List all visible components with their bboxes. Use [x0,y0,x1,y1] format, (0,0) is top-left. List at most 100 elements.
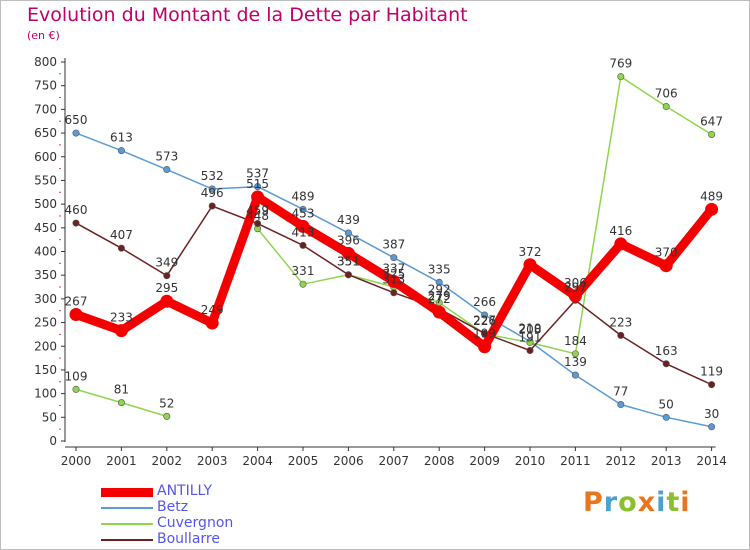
y-tick-label: 500 [34,197,57,211]
x-tick-label: 2009 [469,454,500,468]
legend-swatch [101,539,153,541]
data-point-cuvergnon [526,338,534,346]
data-label-antilly: 396 [337,233,360,247]
data-point-antilly [432,305,446,319]
data-label-betz: 489 [292,189,315,203]
data-label-antilly: 370 [655,246,678,260]
data-label-antilly: 295 [155,281,178,295]
data-label-cuvergnon: 226 [473,314,496,328]
data-label-cuvergnon: 448 [246,209,269,223]
data-label-cuvergnon: 81 [114,383,129,397]
data-label-betz: 266 [473,295,496,309]
data-label-boullarre: 297 [564,280,587,294]
data-point-antilly [296,219,310,233]
data-label-betz: 387 [382,238,405,252]
data-label-betz: 335 [428,262,451,276]
data-label-boullarre: 349 [155,256,178,270]
logo-letter: i [656,487,667,518]
x-tick-label: 2006 [333,454,364,468]
data-point-betz [390,254,398,262]
data-label-boullarre: 459 [246,204,269,218]
data-point-betz [708,423,716,431]
data-label-antilly: 272 [428,292,451,306]
data-point-antilly [69,308,83,322]
x-tick-label: 2010 [515,454,546,468]
data-point-boullarre [208,202,216,210]
data-point-antilly [659,259,673,273]
data-label-cuvergnon: 325 [382,267,405,281]
data-label-cuvergnon: 331 [292,264,315,278]
data-label-antilly: 249 [201,303,224,317]
x-tick-label: 2004 [242,454,273,468]
proxiti-logo: Proxiti [583,487,691,518]
legend-item-betz: Betz [101,499,401,516]
y-tick-label: 50 [42,410,57,424]
data-point-boullarre [526,347,534,355]
x-tick-label: 2007 [379,454,410,468]
y-tick-label: 250 [34,316,57,330]
y-tick-label: 700 [34,102,57,116]
data-label-betz: 650 [65,113,88,127]
data-point-boullarre [390,289,398,297]
data-point-boullarre [299,241,307,249]
data-point-betz [481,311,489,319]
data-label-betz: 439 [337,213,360,227]
x-tick-label: 2001 [106,454,137,468]
y-tick-label: 550 [34,173,57,187]
data-point-antilly [160,294,174,308]
data-label-betz: 537 [246,167,269,181]
data-label-cuvergnon: 706 [655,87,678,101]
y-tick-label: 650 [34,126,57,140]
x-tick-label: 2012 [606,454,637,468]
data-label-boullarre: 351 [337,255,360,269]
data-label-antilly: 489 [700,189,723,203]
x-tick-label: 2008 [424,454,455,468]
data-point-cuvergnon [662,103,670,111]
data-point-cuvergnon [117,399,125,407]
data-label-boullarre: 279 [428,289,451,303]
data-point-boullarre [617,331,625,339]
y-tick-label: 0 [49,434,57,448]
data-point-cuvergnon [617,73,625,81]
data-label-boullarre: 413 [292,225,315,239]
y-tick-label: 150 [34,363,57,377]
data-label-boullarre: 191 [519,331,542,345]
data-label-boullarre: 407 [110,228,133,242]
data-point-betz [617,401,625,409]
data-label-cuvergnon: 769 [609,57,632,71]
y-tick-label: 100 [34,387,57,401]
data-point-boullarre [117,244,125,252]
y-tick-label: 450 [34,221,57,235]
data-point-antilly [205,316,219,330]
data-label-betz: 573 [155,150,178,164]
data-label-cuvergnon: 109 [65,369,88,383]
data-label-betz: 30 [704,407,719,421]
data-label-boullarre: 163 [655,344,678,358]
data-label-boullarre: 460 [65,203,88,217]
data-label-boullarre: 227 [473,313,496,327]
data-label-betz: 50 [659,397,674,411]
x-tick-label: 2011 [560,454,591,468]
data-point-boullarre [344,271,352,279]
data-label-antilly: 267 [65,295,88,309]
y-tick-label: 400 [34,245,57,259]
data-label-antilly: 337 [382,261,405,275]
data-label-cuvergnon: 351 [337,255,360,269]
data-label-antilly: 453 [292,206,315,220]
data-point-betz [662,413,670,421]
data-point-boullarre [662,360,670,368]
legend-label: Betz [157,499,189,515]
data-point-cuvergnon [163,412,171,420]
data-label-antilly: 515 [246,177,269,191]
data-point-betz [72,129,80,137]
data-point-antilly [114,324,128,338]
data-label-cuvergnon: 647 [700,114,723,128]
legend-swatch [101,507,153,509]
x-tick-label: 2014 [696,454,727,468]
data-label-boullarre: 223 [609,315,632,329]
data-label-betz: 613 [110,131,133,145]
data-point-betz [571,371,579,379]
data-label-cuvergnon: 184 [564,334,587,348]
